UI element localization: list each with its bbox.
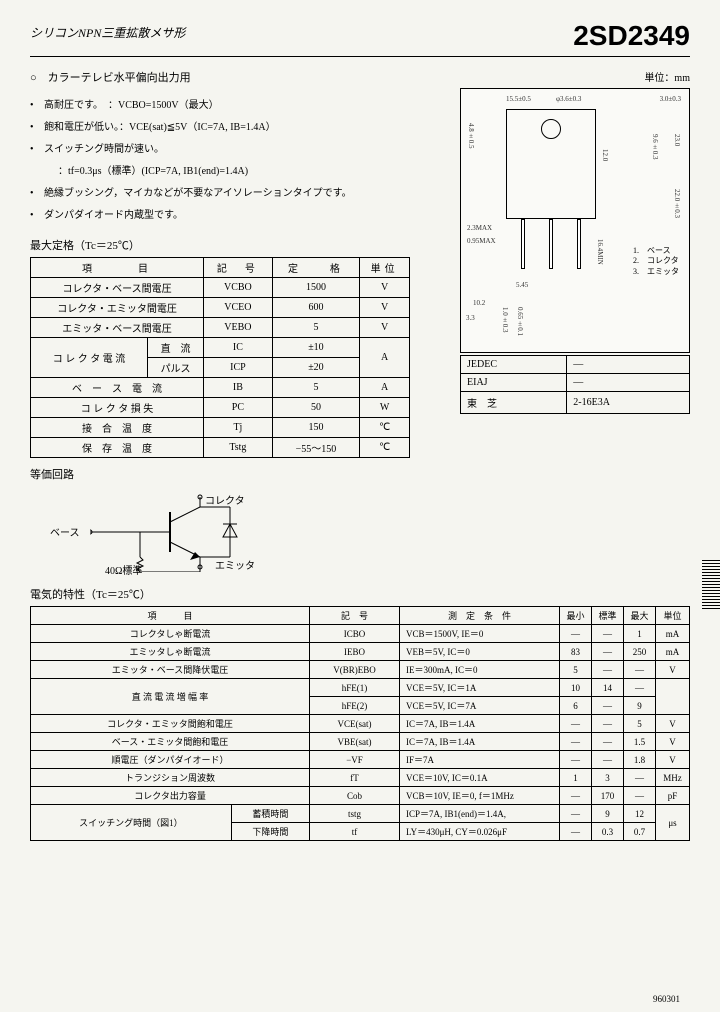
- max-ratings-title: 最大定格（Tc＝25℃）: [30, 237, 450, 253]
- feature-sub: ：tf=0.3μs（標準）(ICP=7A, IB1(end)=1.4A): [30, 165, 450, 179]
- feature-item: 絶縁ブッシング，マイカなどが不要なアイソレーションタイプです。: [30, 187, 450, 201]
- col-item: 項 目: [31, 258, 204, 278]
- package-id-table: JEDEC— EIAJ— 東 芝2-16E3A: [460, 355, 690, 414]
- resistor-label: 40Ω標準: [105, 562, 142, 577]
- application-title: ○ カラーテレビ水平偏向出力用: [30, 69, 450, 85]
- elec-title: 電気的特性（Tc＝25℃）: [30, 586, 690, 602]
- pin-labels: 1. ベース 2. コレクタ 3. エミッタ: [633, 246, 679, 277]
- col-symbol: 記 号: [204, 258, 273, 278]
- part-number: 2SD2349: [573, 20, 690, 52]
- header: シリコンNPN三重拡散メサ形 2SD2349: [30, 20, 690, 57]
- feature-list: 高耐圧です。 ：VCBO=1500V（最大） 飽和電圧が低い。：VCE(sat)…: [30, 99, 450, 223]
- electrical-characteristics-table: 項 目 記 号 測 定 条 件 最小 標準 最大 単位 コレクタしゃ断電流ICB…: [30, 606, 690, 841]
- collector-label: コレクタ: [205, 492, 245, 507]
- device-type: シリコンNPN三重拡散メサ形: [30, 20, 185, 41]
- max-ratings-table: 項 目 記 号 定 格 単位 コレクタ・ベース間電圧VCBO1500V コレクタ…: [30, 257, 410, 458]
- footer-code: 960301: [653, 994, 680, 1004]
- feature-item: スイッチング時間が速い。: [30, 143, 450, 157]
- equivalent-circuit: コレクタ ベース エミッタ 40Ω標準: [30, 492, 690, 572]
- package-drawing: 15.5±0.5 φ3.6±0.3 3.0±0.3 4.8±0.5 2.3MAX…: [460, 88, 690, 353]
- emitter-label: エミッタ: [215, 557, 255, 572]
- base-label: ベース: [50, 524, 80, 539]
- circuit-title: 等価回路: [30, 466, 690, 482]
- unit-label: 単位：mm: [460, 69, 690, 84]
- col-unit: 単位: [360, 258, 410, 278]
- feature-item: ダンパダイオード内蔵型です。: [30, 209, 450, 223]
- barcode-icon: [702, 560, 720, 610]
- feature-item: 高耐圧です。 ：VCBO=1500V（最大）: [30, 99, 450, 113]
- feature-item: 飽和電圧が低い。：VCE(sat)≦5V（IC=7A, IB=1.4A）: [30, 121, 450, 135]
- col-rating: 定 格: [272, 258, 359, 278]
- circuit-diagram-icon: [90, 492, 310, 572]
